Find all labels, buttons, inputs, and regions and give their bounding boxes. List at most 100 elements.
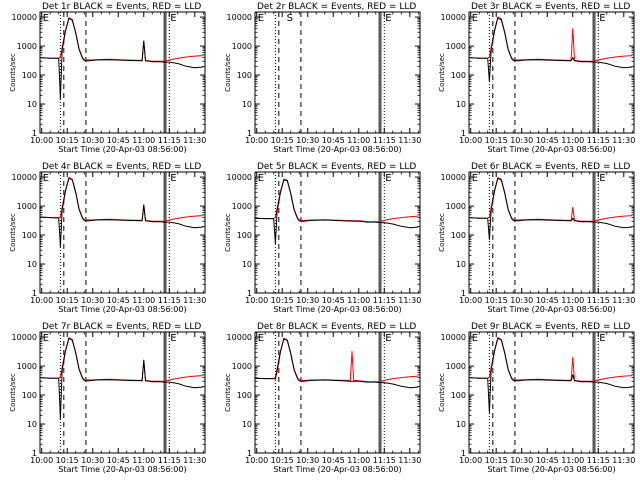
event-marker-label: E xyxy=(258,333,264,344)
x-tick-label: 11:30 xyxy=(398,136,421,145)
y-tick-label: 100 xyxy=(22,231,37,240)
x-tick-label: 11:00 xyxy=(132,296,155,305)
x-tick-label: 11:00 xyxy=(561,136,584,145)
x-tick-label: 11:15 xyxy=(373,136,396,145)
event-marker-label: E xyxy=(385,173,391,184)
y-tick-label: 100 xyxy=(451,231,466,240)
y-tick-label: 10 xyxy=(27,100,37,109)
x-tick-label: 10:15 xyxy=(271,296,294,305)
x-tick-label: 11:00 xyxy=(347,136,370,145)
x-tick-label: 11:15 xyxy=(158,296,181,305)
x-tick-label: 11:15 xyxy=(587,296,610,305)
x-tick-label: 10:15 xyxy=(485,136,508,145)
y-axis-label: Counts/sec xyxy=(9,53,17,92)
plot-frame xyxy=(39,171,206,294)
y-tick-label: 10000 xyxy=(12,333,37,342)
y-tick-label: 10 xyxy=(242,260,252,269)
x-axis-label: Start Time (20-Apr-03 08:56:00) xyxy=(58,465,186,474)
panel-title: Det 5r BLACK = Events, RED = LLD xyxy=(257,162,416,172)
y-tick-label: 1000 xyxy=(232,42,252,51)
x-tick-label: 11:30 xyxy=(612,136,635,145)
x-tick-label: 10:45 xyxy=(107,296,130,305)
detector-panel: Det 1r BLACK = Events, RED = LLD 1 10 100 10… xyxy=(9,2,206,154)
x-tick-label: 11:30 xyxy=(398,296,421,305)
y-axis-label: Counts/sec xyxy=(438,373,446,412)
y-axis-label: Counts/sec xyxy=(438,213,446,252)
y-tick-label: 10000 xyxy=(227,333,252,342)
x-tick-label: 11:30 xyxy=(183,136,206,145)
y-tick-label: 10000 xyxy=(441,173,466,182)
x-tick-label: 10:30 xyxy=(81,136,104,145)
x-tick-label: 11:30 xyxy=(612,296,635,305)
events-series-line xyxy=(39,17,204,100)
x-tick-label: 11:15 xyxy=(373,456,396,465)
y-tick-label: 10000 xyxy=(441,13,466,22)
x-tick-label: 11:30 xyxy=(398,456,421,465)
x-axis-label: Start Time (20-Apr-03 08:56:00) xyxy=(273,145,401,154)
x-tick-label: 10:30 xyxy=(296,136,319,145)
y-tick-label: 1000 xyxy=(446,202,466,211)
x-axis-label: Start Time (20-Apr-03 08:56:00) xyxy=(58,305,186,314)
panel-title: Det 6r BLACK = Events, RED = LLD xyxy=(471,162,630,172)
x-tick-label: 10:00 xyxy=(30,136,53,145)
x-tick-label: 10:30 xyxy=(510,456,533,465)
x-tick-label: 10:15 xyxy=(271,456,294,465)
x-tick-label: 10:45 xyxy=(536,136,559,145)
x-tick-label: 10:00 xyxy=(30,456,53,465)
y-tick-label: 1 xyxy=(247,289,252,298)
y-tick-label: 10 xyxy=(456,420,466,429)
detector-panel: Det 3r BLACK = Events, RED = LLD 1 10 100 10… xyxy=(438,2,635,154)
x-tick-label: 10:00 xyxy=(459,136,482,145)
event-marker-label: E xyxy=(385,333,391,344)
y-tick-label: 10000 xyxy=(227,13,252,22)
x-tick-label: 10:15 xyxy=(56,136,79,145)
x-tick-label: 10:45 xyxy=(536,456,559,465)
plot-frame xyxy=(254,331,421,454)
x-axis-label: Start Time (20-Apr-03 08:56:00) xyxy=(487,305,615,314)
x-axis-label: Start Time (20-Apr-03 08:56:00) xyxy=(273,305,401,314)
plot-frame xyxy=(254,171,421,294)
x-tick-label: 11:00 xyxy=(347,456,370,465)
plot-frame xyxy=(468,11,635,134)
x-tick-label: 10:00 xyxy=(459,456,482,465)
panel-title: Det 3r BLACK = Events, RED = LLD xyxy=(471,2,630,12)
events-series-line xyxy=(254,338,419,389)
x-tick-label: 10:30 xyxy=(296,296,319,305)
x-tick-label: 10:30 xyxy=(510,136,533,145)
event-marker-label: E xyxy=(472,13,478,24)
x-tick-label: 11:30 xyxy=(612,456,635,465)
x-tick-label: 10:00 xyxy=(245,456,268,465)
event-marker-label: E xyxy=(170,13,176,24)
event-marker-label: E xyxy=(43,13,49,24)
panel-title: Det 7r BLACK = Events, RED = LLD xyxy=(42,322,201,332)
panel-title: Det 9r BLACK = Events, RED = LLD xyxy=(471,322,630,332)
x-tick-label: 10:45 xyxy=(107,136,130,145)
x-axis-label: Start Time (20-Apr-03 08:56:00) xyxy=(273,465,401,474)
y-tick-label: 10 xyxy=(242,100,252,109)
x-tick-label: 10:30 xyxy=(296,456,319,465)
y-tick-label: 10000 xyxy=(12,173,37,182)
event-marker-label: E xyxy=(258,13,264,24)
event-marker-label: E xyxy=(599,173,605,184)
x-tick-label: 10:45 xyxy=(322,456,345,465)
y-tick-label: 10 xyxy=(27,420,37,429)
y-tick-label: 1 xyxy=(32,129,37,138)
event-marker-label: S xyxy=(287,13,293,24)
y-tick-label: 1000 xyxy=(446,362,466,371)
x-tick-label: 10:15 xyxy=(485,296,508,305)
y-tick-label: 1 xyxy=(247,449,252,458)
x-tick-label: 10:45 xyxy=(322,296,345,305)
panel-title: Det 4r BLACK = Events, RED = LLD xyxy=(42,162,201,172)
panel-title: Det 1r BLACK = Events, RED = LLD xyxy=(42,2,201,12)
event-marker-label: E xyxy=(472,173,478,184)
x-tick-label: 11:00 xyxy=(561,296,584,305)
events-series-line xyxy=(254,179,419,245)
event-marker-label: E xyxy=(599,13,605,24)
y-tick-label: 10 xyxy=(456,100,466,109)
x-tick-label: 10:30 xyxy=(510,296,533,305)
x-tick-label: 10:15 xyxy=(56,456,79,465)
y-tick-label: 100 xyxy=(22,391,37,400)
detector-panel: Det 4r BLACK = Events, RED = LLD 1 10 100 10… xyxy=(9,162,206,314)
y-tick-label: 100 xyxy=(22,71,37,80)
